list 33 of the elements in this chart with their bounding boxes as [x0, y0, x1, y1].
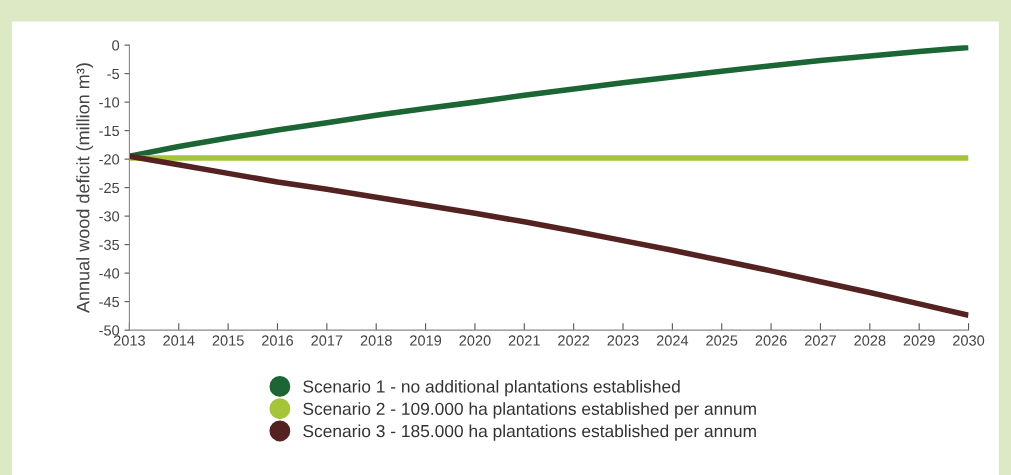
x-tick-label: 2015	[212, 335, 244, 346]
x-tick-label: 2028	[854, 335, 886, 346]
x-tick-label: 2018	[360, 335, 392, 346]
y-tick-label: -30	[99, 211, 120, 222]
x-tick-label: 2024	[656, 335, 689, 346]
x-tick-label: 2027	[804, 335, 836, 346]
x-tick-label: 2021	[508, 335, 540, 346]
x-tick-label: 2022	[558, 335, 590, 346]
y-tick-label: -15	[99, 125, 120, 137]
x-tick-label: 2023	[607, 335, 639, 346]
y-tick-label: -45	[99, 296, 120, 308]
y-tick-label: -35	[99, 239, 120, 251]
legend-label: Scenario 3 - 185.000 ha plantations established per annum	[303, 424, 756, 441]
y-tick-label: -50	[99, 325, 120, 336]
x-tick-label: 2013	[113, 335, 145, 346]
y-tick-label: -10	[99, 97, 120, 108]
legend-label: Scenario 2 - 109.000 ha plantations established per annum	[303, 402, 756, 419]
x-tick-label: 2016	[262, 335, 294, 346]
y-tick-label: -20	[99, 154, 120, 165]
x-tick-label: 2019	[410, 335, 442, 346]
x-tick-label: 2030	[953, 335, 985, 346]
y-tick-label: -5	[107, 68, 120, 80]
y-tick-label: 0	[112, 40, 120, 51]
y-tick-label: -40	[99, 268, 120, 279]
legend-label: Scenario 1 - no additional plantations established	[303, 379, 680, 397]
x-tick-label: 2017	[311, 335, 343, 346]
x-tick-label: 2026	[755, 335, 787, 346]
x-tick-label: 2020	[459, 335, 491, 346]
x-tick-label: 2029	[903, 335, 935, 346]
x-tick-label: 2014	[163, 335, 195, 346]
x-tick-label: 2025	[706, 335, 738, 346]
y-tick-label: -25	[99, 182, 120, 194]
y-axis-title: Annual wood deficit (million m³)	[76, 63, 94, 314]
